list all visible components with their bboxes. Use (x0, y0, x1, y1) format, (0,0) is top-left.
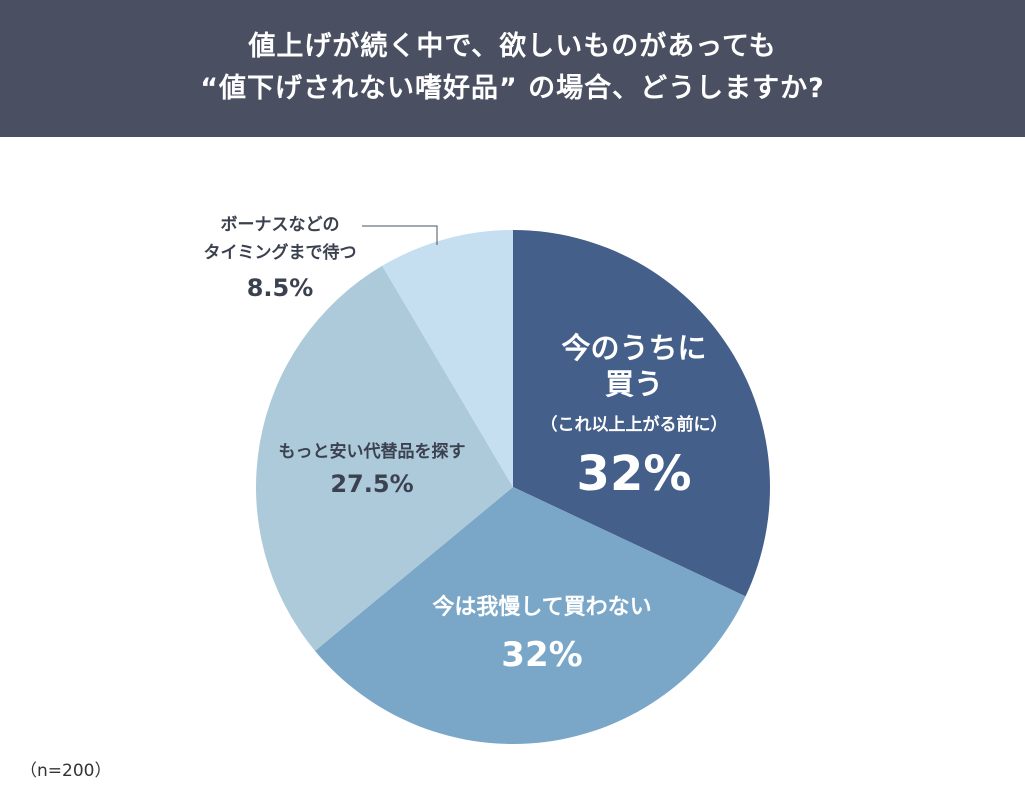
slice-0-label-line-0: 今のうちに (561, 331, 706, 365)
slice-0-value-label: 32% (577, 446, 692, 502)
title-bar: 値上げが続く中で、欲しいものがあっても “値下げされない嗜好品” の場合、どうし… (0, 0, 1025, 137)
pie-slice-1 (314, 487, 746, 745)
slice-3-label-line-0: ボーナスなどの (221, 215, 340, 235)
slice-0-label-line-1: 買う (605, 367, 663, 401)
leader-line (362, 225, 438, 245)
sample-size-note: （n=200） (20, 761, 112, 781)
title-line-2: “値下げされない嗜好品” の場合、どうしますか? (200, 73, 825, 104)
slice-2-value-label: 27.5% (330, 470, 413, 498)
pie-slice-3 (382, 230, 513, 487)
slice-1-label-line-0: 今は我慢して買わない (432, 594, 651, 620)
slice-0-sub-label: （これ以上上がる前に） (541, 414, 728, 435)
pie-slice-0 (513, 230, 771, 597)
slice-1-value-label: 32% (501, 635, 582, 675)
slice-2-label-line-0: もっと安い代替品を探す (279, 441, 466, 462)
title-line-1: 値上げが続く中で、欲しいものがあっても (248, 31, 777, 62)
slice-3-value-label: 8.5% (247, 274, 314, 302)
slice-3-label-line-1: タイミングまで待つ (204, 242, 357, 263)
pie-slice-2 (256, 265, 513, 651)
